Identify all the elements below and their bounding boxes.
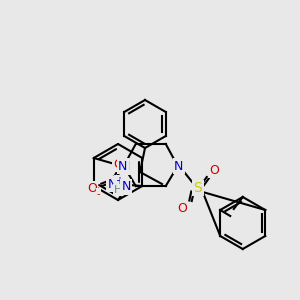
Text: N: N (118, 160, 128, 172)
Text: N: N (174, 160, 183, 172)
Text: N: N (121, 181, 131, 194)
Text: +: + (115, 176, 123, 186)
Text: S: S (194, 181, 202, 195)
Text: -: - (97, 189, 100, 199)
Text: O: O (87, 182, 97, 196)
Text: N: N (108, 178, 117, 190)
Text: H: H (114, 185, 122, 195)
Text: N: N (121, 160, 130, 173)
Text: O: O (177, 202, 187, 215)
Text: O: O (209, 164, 219, 176)
Text: O: O (113, 158, 123, 170)
